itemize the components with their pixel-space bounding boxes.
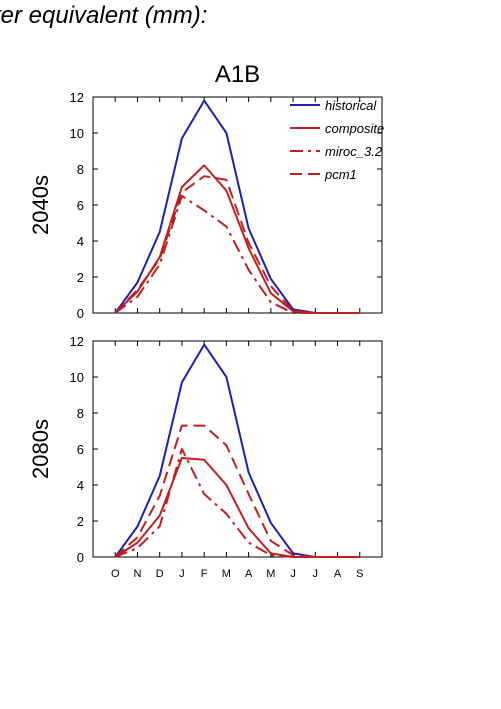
y-tick-label: 12 bbox=[70, 334, 84, 349]
legend-label: miroc_3.2 bbox=[325, 144, 383, 159]
series-line-composite bbox=[114, 164, 360, 314]
series-line-miroc-3-2 bbox=[114, 448, 360, 558]
y-tick-label: 12 bbox=[70, 90, 84, 105]
x-tick-label: A bbox=[334, 568, 342, 580]
y-tick-label: 6 bbox=[77, 198, 84, 213]
y-tick-label: 6 bbox=[77, 442, 84, 457]
x-tick-label: J bbox=[290, 568, 296, 580]
x-tick-label: J bbox=[313, 568, 319, 580]
y-tick-label: 10 bbox=[70, 126, 84, 141]
y-tick-label: 2 bbox=[77, 514, 84, 529]
x-tick-label: J bbox=[179, 568, 185, 580]
x-tick-label: M bbox=[266, 568, 275, 580]
panel-frame bbox=[92, 340, 383, 558]
y-tick-label: 8 bbox=[77, 406, 84, 421]
x-tick-label: A bbox=[245, 568, 253, 580]
legend-label: historical bbox=[325, 98, 377, 113]
y-tick-label: 0 bbox=[77, 550, 84, 565]
x-tick-label: M bbox=[222, 568, 231, 580]
legend-label: pcm1 bbox=[324, 167, 357, 182]
series-line-pcm1 bbox=[114, 424, 360, 558]
legend-label: composite bbox=[325, 121, 384, 136]
series-line-historical bbox=[114, 99, 360, 314]
x-tick-label: F bbox=[201, 568, 208, 580]
y-tick-label: 2 bbox=[77, 270, 84, 285]
scenario-title: A1B bbox=[215, 61, 260, 88]
x-tick-label: D bbox=[156, 568, 164, 580]
series-line-pcm1 bbox=[114, 175, 360, 314]
header-title: ter equivalent (mm): bbox=[0, 2, 208, 29]
panel-label: 2040s bbox=[28, 175, 53, 235]
y-tick-label: 4 bbox=[77, 234, 84, 249]
y-tick-label: 10 bbox=[70, 370, 84, 385]
y-tick-label: 4 bbox=[77, 478, 84, 493]
panel-label: 2080s bbox=[28, 419, 53, 479]
series-line-composite bbox=[114, 457, 360, 558]
x-tick-label: O bbox=[111, 568, 120, 580]
y-tick-label: 0 bbox=[77, 306, 84, 321]
x-tick-label: N bbox=[133, 568, 141, 580]
x-tick-label: S bbox=[356, 568, 363, 580]
y-tick-label: 8 bbox=[77, 162, 84, 177]
